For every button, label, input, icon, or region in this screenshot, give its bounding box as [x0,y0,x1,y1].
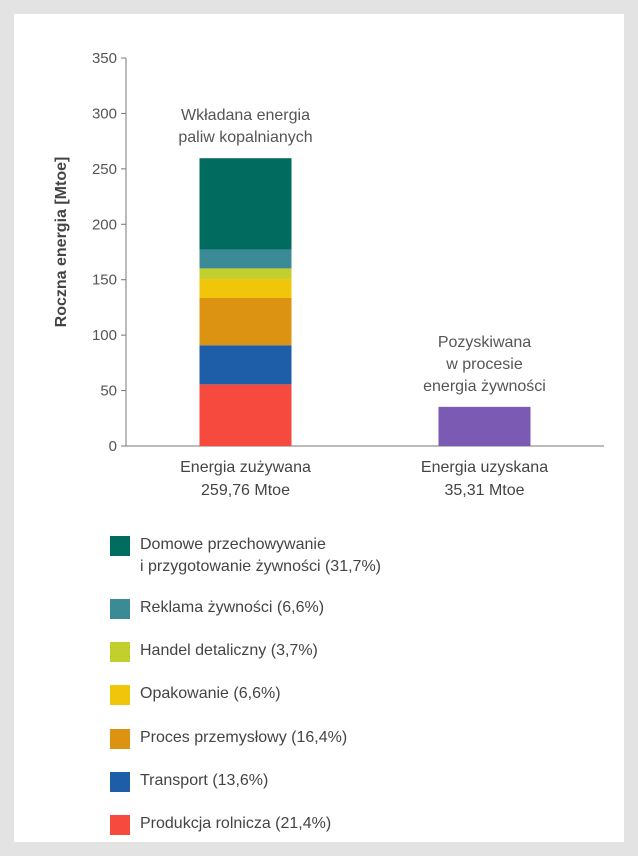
y-axis-label: Roczna energia [Mtoe] [53,157,70,328]
bar-annotation: Pozyskiwana [438,334,531,351]
legend-label: Transport (13,6%) [140,772,269,789]
bar-segment [438,406,531,446]
y-tick-label: 200 [92,216,117,233]
y-tick-label: 250 [92,161,117,178]
bar-annotation: paliw kopalnianych [178,129,312,146]
y-tick-label: 350 [92,50,117,67]
x-category-total: 35,31 Mtoe [444,482,524,499]
legend-item: Domowe przechowywanie i przygotowanie ży… [110,534,381,578]
y-tick-label: 50 [100,383,117,400]
legend-swatch [110,599,130,619]
bar-annotation: w procesie [445,356,523,373]
x-category-label: Energia zużywana [180,459,311,476]
legend-label: Reklama żywności (6,6%) [140,599,325,616]
bar-annotation: energia żywności [423,378,546,395]
legend-item: Reklama żywności (6,6%) [110,597,324,619]
x-category-label: Energia uzyskana [421,459,548,476]
legend-swatch [110,815,130,835]
chart-card: 0 50 100 150 200 250 300 350 Roczna energia [Mto… [14,14,624,842]
bar-segment [199,158,292,250]
bar-segment [199,268,292,280]
y-tick-label: 150 [92,272,117,289]
legend-swatch [110,729,130,749]
x-category-total: 259,76 Mtoe [201,482,290,499]
legend-label: Produkcja rolnicza (21,4%) [140,815,332,832]
bar-segment [199,384,292,446]
bar-segment [199,279,292,299]
legend-item: Proces przemysłowy (16,4%) [110,727,347,749]
legend-label: Handel detaliczny (3,7%) [140,642,318,659]
y-tick-label: 300 [92,105,117,122]
legend-swatch [110,642,130,662]
legend-item: Produkcja rolnicza (21,4%) [110,813,331,835]
legend-label: Opakowanie (6,6%) [140,685,281,702]
bar-segment [199,345,292,385]
y-tick-label: 0 [109,438,117,455]
stacked-bar-chart: 0 50 100 150 200 250 300 350 Roczna energia [Mto… [53,50,604,499]
legend-swatch [110,685,130,705]
legend-item: Handel detaliczny (3,7%) [110,640,318,662]
bar-segment [199,298,292,346]
bar-segment [199,249,292,269]
legend-item: Transport (13,6%) [110,770,268,792]
legend-swatch [110,772,130,792]
legend-swatch [110,536,130,556]
legend-label: Proces przemysłowy (16,4%) [140,729,348,746]
legend-item: Opakowanie (6,6%) [110,683,281,705]
bar-annotation: Wkładana energia [181,107,310,124]
legend-label: Domowe przechowywanie i przygotowanie ży… [140,536,381,575]
y-tick-label: 100 [92,327,117,344]
